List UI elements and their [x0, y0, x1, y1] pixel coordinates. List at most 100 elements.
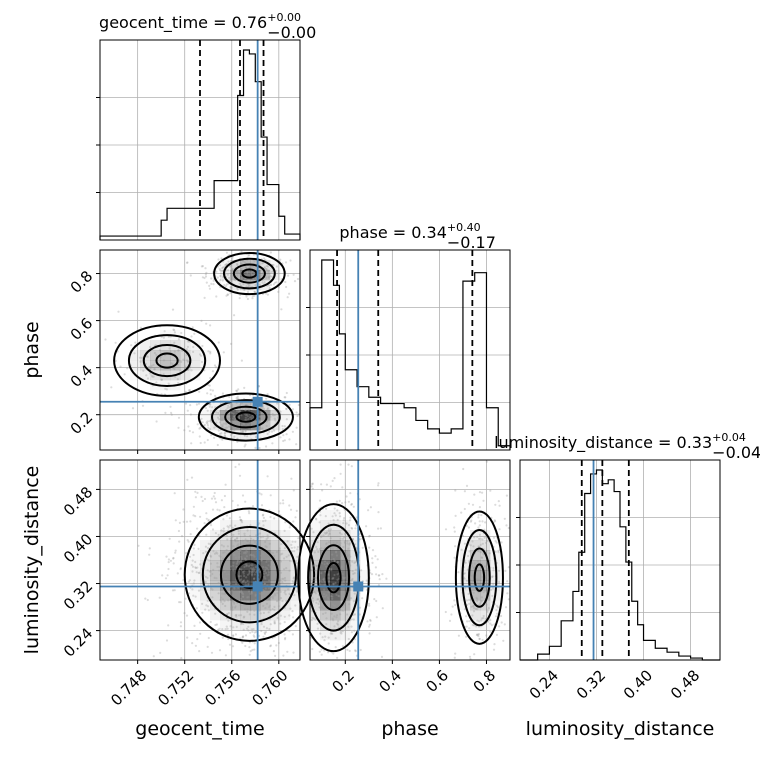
- density-cell: [480, 590, 491, 601]
- sample-point: [249, 278, 252, 282]
- sample-point: [331, 547, 334, 551]
- sample-point: [465, 615, 468, 618]
- marginal-panel-luminosity_distance: luminosity_distance = 0.33+0.04−0.04: [494, 431, 760, 661]
- sample-point: [173, 367, 176, 371]
- sample-point: [492, 536, 496, 539]
- sample-point: [240, 623, 243, 626]
- sample-point: [207, 542, 210, 545]
- sample-point: [246, 539, 249, 542]
- sample-point: [153, 368, 156, 371]
- sample-point: [252, 577, 256, 581]
- sample-point: [137, 544, 140, 547]
- sample-point: [316, 548, 319, 551]
- sample-point: [243, 608, 246, 611]
- sample-point: [475, 625, 478, 628]
- sample-point: [507, 566, 510, 569]
- sample-point: [476, 608, 479, 611]
- sample-point: [259, 406, 263, 410]
- sample-point: [224, 409, 228, 412]
- sample-point: [269, 644, 272, 647]
- sample-point: [331, 632, 334, 635]
- sample-point: [478, 506, 481, 509]
- sample-point: [220, 588, 223, 592]
- sample-point: [484, 521, 487, 524]
- sample-point: [254, 446, 257, 449]
- sample-point: [196, 638, 199, 641]
- sample-point: [252, 538, 255, 542]
- sample-point: [319, 579, 322, 582]
- sample-point: [332, 583, 335, 586]
- sample-point: [315, 545, 318, 549]
- sample-point: [262, 566, 265, 569]
- density-cell: [200, 570, 211, 581]
- density-cell: [240, 430, 251, 441]
- sample-point: [213, 491, 216, 495]
- sample-point: [160, 378, 163, 381]
- sample-point: [162, 359, 166, 362]
- density-cell: [270, 600, 281, 611]
- sample-point: [270, 430, 274, 433]
- x-tick-label-geocent_time: 0.756: [201, 666, 244, 709]
- sample-point: [291, 408, 295, 411]
- sample-point: [241, 494, 245, 497]
- density-cell: [350, 530, 361, 541]
- sample-point: [114, 341, 117, 344]
- sample-point: [185, 348, 188, 351]
- sample-point: [237, 409, 240, 412]
- sample-point: [244, 430, 247, 433]
- sample-point: [246, 540, 249, 543]
- sample-point: [204, 275, 208, 278]
- sample-point: [263, 592, 266, 595]
- sample-point: [473, 493, 476, 496]
- sample-point: [326, 562, 329, 565]
- sample-point: [200, 265, 203, 268]
- sample-point: [192, 553, 195, 557]
- density-cell: [200, 590, 211, 601]
- grid-lines: [520, 460, 720, 660]
- sample-point: [190, 335, 193, 338]
- sample-point: [174, 519, 177, 522]
- sample-point: [336, 623, 340, 626]
- sample-point: [289, 607, 292, 610]
- sample-point: [329, 485, 332, 488]
- sample-point: [246, 415, 249, 418]
- density-cell: [340, 540, 351, 551]
- sample-point: [234, 465, 237, 469]
- sample-point: [249, 564, 252, 567]
- sample-point: [196, 566, 199, 569]
- sample-point: [191, 565, 195, 568]
- density-cell: [190, 370, 201, 381]
- sample-point: [224, 604, 227, 608]
- sample-point: [210, 277, 213, 280]
- sample-point: [335, 593, 338, 597]
- x-tick-label-geocent_time: 0.760: [248, 666, 291, 709]
- sample-point: [123, 373, 126, 376]
- sample-point: [313, 576, 316, 580]
- density-cell: [230, 610, 241, 621]
- sample-point: [482, 616, 485, 620]
- sample-point: [369, 506, 372, 509]
- sample-point: [254, 277, 257, 280]
- sample-point: [347, 500, 350, 503]
- sample-point: [498, 528, 501, 531]
- sample-point: [148, 372, 152, 375]
- sample-point: [343, 559, 346, 562]
- sample-point: [325, 617, 328, 620]
- sample-point: [290, 477, 293, 480]
- sample-point: [311, 482, 314, 485]
- sample-point: [248, 512, 251, 515]
- density-cell: [230, 600, 241, 611]
- sample-point: [507, 526, 510, 530]
- sample-point: [340, 533, 343, 536]
- sample-point: [478, 637, 481, 641]
- sample-point: [224, 593, 227, 596]
- sample-point: [365, 525, 368, 528]
- sample-point: [478, 533, 481, 536]
- sample-point: [297, 537, 300, 540]
- sample-point: [227, 416, 230, 419]
- sample-point: [340, 551, 343, 555]
- sample-point: [478, 491, 482, 494]
- sample-point: [282, 577, 285, 581]
- sample-point: [238, 590, 241, 594]
- density-cell: [230, 620, 241, 631]
